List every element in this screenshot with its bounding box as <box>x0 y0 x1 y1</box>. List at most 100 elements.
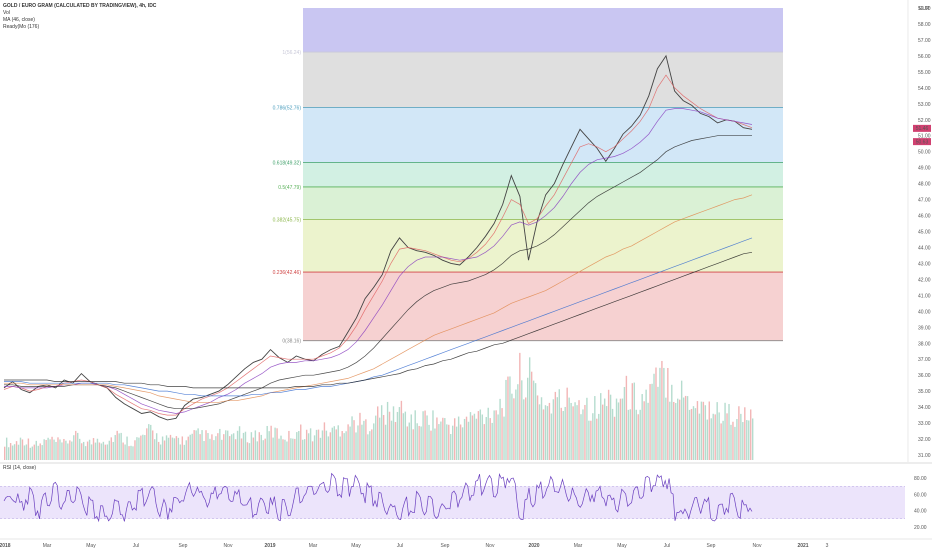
volume-bar <box>29 447 32 460</box>
price-tick-label: 42.00 <box>918 277 931 283</box>
volume-bar <box>556 397 559 460</box>
volume-bar <box>426 415 428 460</box>
volume-bar <box>398 407 401 460</box>
volume-bar <box>724 402 726 460</box>
volume-bar <box>525 397 527 460</box>
volume-bar <box>483 424 485 460</box>
volume-bar <box>61 442 63 460</box>
volume-bar <box>617 402 620 460</box>
volume-bar <box>183 444 185 460</box>
volume-bar <box>698 413 701 460</box>
time-tick-label: Jul <box>133 543 139 549</box>
volume-bar <box>77 432 79 460</box>
volume-bar <box>335 429 337 460</box>
time-tick-label: Sep <box>441 543 450 549</box>
price-tick-label: 41.00 <box>918 293 931 299</box>
volume-bar <box>234 439 237 460</box>
volume-bar <box>463 418 466 460</box>
fib-band <box>303 107 783 163</box>
price-tag-label: 51.46 <box>916 126 929 132</box>
volume-bar <box>406 426 409 460</box>
volume-bar <box>238 426 241 460</box>
volume-bar <box>230 434 233 460</box>
volume-bar <box>710 418 712 460</box>
currency-label: EUR <box>919 6 930 12</box>
fib-level-label: 0.236(42.46) <box>273 270 302 276</box>
volume-bar <box>142 434 144 460</box>
volume-bar <box>211 434 213 460</box>
volume-bar <box>152 430 154 460</box>
volume-bar <box>258 432 260 460</box>
volume-bar <box>90 444 93 460</box>
volume-bar <box>517 384 519 460</box>
price-tick-label: 52.00 <box>918 118 931 124</box>
volume-bar <box>412 429 414 460</box>
volume-bar <box>181 436 184 460</box>
price-tick-label: 33.00 <box>918 421 931 427</box>
volume-bar <box>523 399 525 460</box>
volume-bar <box>213 440 215 460</box>
volume-bar <box>377 406 379 460</box>
volume-bar <box>59 439 61 460</box>
volume-bar <box>197 428 199 460</box>
volume-bar <box>584 404 586 460</box>
volume-bar <box>702 401 705 460</box>
volume-bar <box>416 423 418 460</box>
volume-bar <box>114 435 116 460</box>
price-tick-label: 38.00 <box>918 341 931 347</box>
volume-bar <box>594 396 596 460</box>
volume-bar <box>688 409 691 460</box>
price-tick-label: 31.00 <box>918 453 931 459</box>
volume-bar <box>404 411 407 460</box>
volume-bar <box>501 408 503 460</box>
volume-bar <box>457 416 460 460</box>
volume-bar <box>728 404 730 460</box>
volume-bar <box>700 401 703 460</box>
volume-bar <box>649 384 651 460</box>
volume-bar <box>153 439 156 460</box>
volume-bar <box>268 431 270 460</box>
price-tick-label: 32.00 <box>918 437 931 443</box>
volume-bar <box>384 424 387 460</box>
volume-bar <box>39 443 41 460</box>
volume-bar <box>448 424 450 460</box>
volume-bar <box>530 371 533 460</box>
price-tick-label: 47.00 <box>918 198 931 204</box>
volume-bar <box>680 380 683 460</box>
volume-bar <box>548 402 551 460</box>
volume-bar <box>266 425 268 460</box>
volume-bar <box>343 433 345 460</box>
volume-bar <box>294 438 296 460</box>
volume-bar <box>748 420 750 460</box>
moving-average-line <box>4 194 753 403</box>
volume-bar <box>519 352 521 460</box>
volume-bar <box>309 428 312 460</box>
volume-bar <box>596 418 598 460</box>
volume-bar <box>657 386 659 460</box>
volume-bar <box>716 402 718 460</box>
time-tick-label: May <box>351 543 361 549</box>
volume-bar <box>67 443 69 460</box>
volume-bar <box>116 430 118 460</box>
volume-bar <box>313 435 316 460</box>
volume-bar <box>671 384 673 460</box>
volume-bar <box>246 442 249 460</box>
volume-bar <box>298 431 300 460</box>
volume-bar <box>80 443 83 460</box>
volume-bar <box>651 383 653 460</box>
volume-bar <box>33 444 36 460</box>
volume-bar <box>15 441 18 460</box>
volume-bar <box>394 421 397 460</box>
volume-bar <box>365 419 367 460</box>
price-tick-label: 49.00 <box>918 166 931 172</box>
price-tick-label: 43.00 <box>918 261 931 267</box>
volume-bar <box>621 398 624 460</box>
volume-bar <box>686 396 689 460</box>
volume-bar <box>290 438 292 460</box>
volume-bar <box>402 413 405 460</box>
chart-legend: GOLD / EURO GRAM (CALCULATED BY TRADINGV… <box>3 3 156 31</box>
volume-bar <box>282 439 284 460</box>
volume-bar <box>357 425 359 460</box>
volume-bar <box>473 413 476 460</box>
volume-bar <box>341 431 343 460</box>
